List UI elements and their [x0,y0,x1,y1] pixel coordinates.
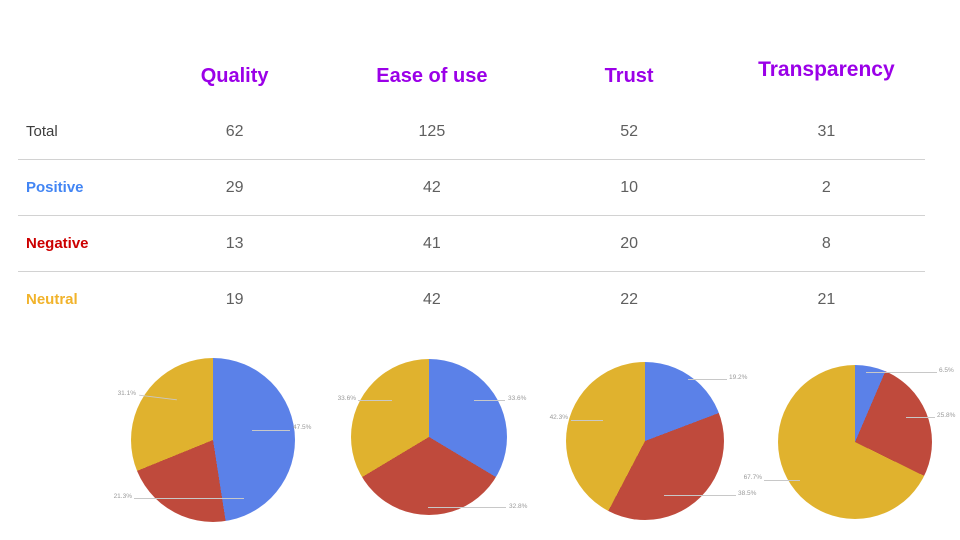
table-cell: 21 [817,290,836,308]
pie-chart-transparency [778,365,932,519]
percent-label-quality-neutral: 31.1% [117,390,136,397]
pie-chart-ease-of-use [351,359,507,515]
table-cell: 52 [620,122,639,140]
percent-label-trust-negative: 38.5% [738,490,757,497]
leader-line [252,430,290,431]
pie-chart-trust [566,362,724,520]
pie-chart-quality [131,358,295,522]
table-cell: 31 [817,122,836,140]
table-row-total: Total 62 125 52 31 [18,104,925,160]
table-cell: 62 [225,122,244,140]
leader-line [358,400,392,401]
column-header-ease-of-use: Ease of use [376,64,488,87]
table-cell: 22 [620,290,639,308]
table-cell: 42 [422,290,441,308]
table-cell: 8 [821,234,831,252]
table-cell: 42 [422,178,441,196]
table-row-negative: Negative 13 41 20 8 [18,216,925,272]
column-header-quality: Quality [200,64,269,87]
percent-label-transparency-negative: 25.8% [937,412,956,419]
percent-label-ease-neutral: 33.6% [337,395,356,402]
table-row-neutral: Neutral 19 42 22 21 [18,272,925,327]
table-header-row: Quality Ease of use Trust Transparency [18,48,925,104]
percent-label-ease-positive: 33.6% [508,395,527,402]
leader-line [428,507,506,508]
leader-line [688,379,727,380]
table-cell: 125 [418,122,446,140]
sentiment-table: Quality Ease of use Trust Transparency T… [18,48,925,327]
percent-label-trust-neutral: 42.3% [549,414,568,421]
leader-line [866,372,937,373]
table-cell: 29 [225,178,244,196]
leader-line [134,498,244,499]
column-header-trust: Trust [604,64,654,87]
table-cell: 10 [620,178,639,196]
table-cell: 13 [225,234,244,252]
table-cell: 19 [225,290,244,308]
leader-line [474,400,505,401]
table-cell: 20 [620,234,639,252]
percent-label-ease-negative: 32.8% [509,503,528,510]
leader-line [664,495,736,496]
percent-label-quality-positive: 47.5% [293,424,312,431]
percent-label-quality-negative: 21.3% [113,493,132,500]
leader-line [906,417,935,418]
row-label-neutral: Neutral [26,291,78,308]
percent-label-transparency-positive: 6.5% [939,367,954,374]
percent-label-trust-positive: 19.2% [729,374,748,381]
leader-line [764,480,800,481]
table-cell: 41 [422,234,441,252]
row-label-total: Total [26,123,58,140]
column-header-transparency: Transparency [758,58,895,81]
table-row-positive: Positive 29 42 10 2 [18,160,925,216]
row-label-positive: Positive [26,179,84,196]
leader-line [571,420,603,421]
row-label-negative: Negative [26,235,89,252]
table-cell: 2 [821,178,831,196]
percent-label-transparency-neutral: 67.7% [743,474,762,481]
